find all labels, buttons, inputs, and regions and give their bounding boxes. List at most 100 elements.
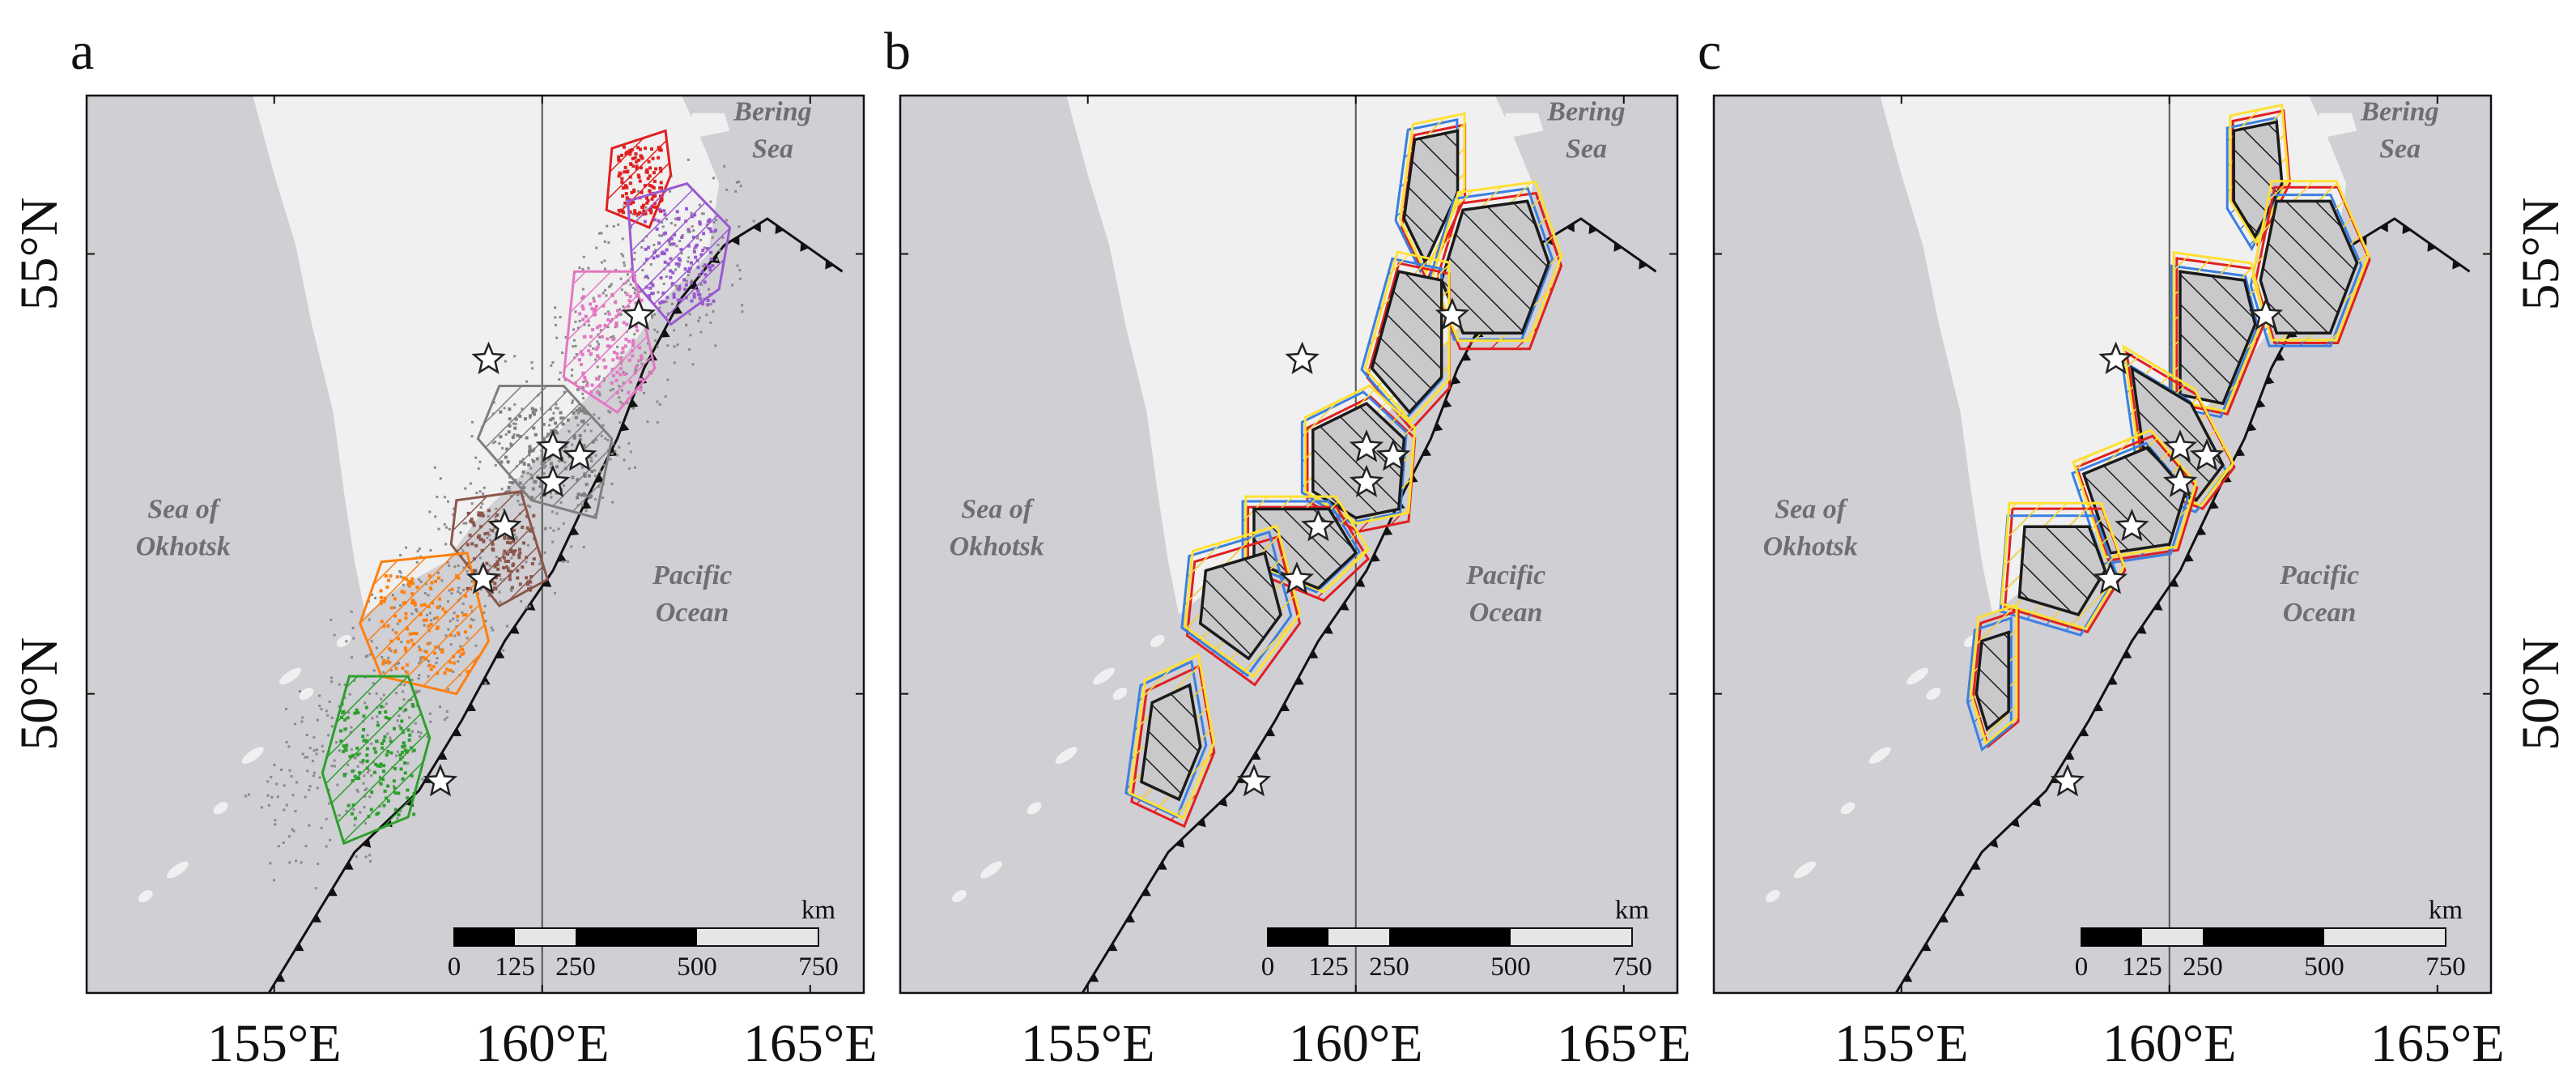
zone-dot — [382, 764, 386, 768]
seismic-dot — [418, 548, 421, 551]
zone-dot — [704, 273, 708, 277]
zone-dot — [478, 538, 482, 542]
zone-dot — [582, 444, 586, 448]
seismic-dot — [650, 316, 653, 319]
zone-dot — [654, 167, 658, 171]
scale-bar-label: 125 — [495, 952, 535, 982]
seismic-dot — [699, 330, 703, 334]
zone-dot — [449, 633, 453, 637]
zone-dot — [355, 752, 359, 756]
zone-dot — [396, 637, 400, 641]
seismic-dot — [627, 467, 631, 471]
zone-dot — [621, 194, 625, 198]
zone-dot — [402, 744, 406, 748]
seismic-dot — [622, 254, 625, 258]
zone-dot — [407, 584, 411, 588]
seismic-dot — [712, 177, 715, 180]
zone-dot — [397, 813, 401, 817]
seismic-dot — [606, 224, 609, 228]
zone-dot — [663, 260, 667, 264]
zone-dot — [625, 322, 629, 326]
trench-tooth — [1383, 526, 1393, 536]
zone-dot — [628, 181, 632, 185]
zone-dot — [410, 638, 414, 642]
zone-dot — [540, 407, 544, 411]
zone-dot — [606, 337, 610, 341]
trench-tooth — [1355, 578, 1366, 587]
zone-dot — [529, 580, 533, 584]
zone-dot — [527, 587, 531, 591]
zone-dot — [687, 228, 691, 232]
zone-dot — [528, 445, 532, 449]
zone-dot — [519, 460, 523, 464]
zone-dot — [575, 408, 579, 412]
zone-dot — [648, 286, 653, 290]
zone-dot — [468, 533, 472, 537]
seismic-dot — [329, 838, 332, 842]
earthquake-star — [2189, 438, 2225, 471]
seismic-dot — [554, 306, 557, 309]
zone-dot — [653, 179, 657, 183]
zone-dot — [382, 599, 386, 603]
scale-bar-segment — [1268, 928, 1328, 946]
zone-dot — [340, 702, 344, 706]
zone-dot — [578, 312, 582, 316]
seismic-dot — [551, 540, 555, 543]
trench-tooth — [1125, 914, 1135, 922]
zone-dot — [410, 773, 414, 778]
zone-dot — [502, 556, 506, 560]
zone-dot — [628, 152, 632, 156]
zone-dot — [678, 298, 682, 302]
seismic-dot — [564, 378, 567, 381]
seismic-dot — [439, 477, 442, 480]
zone-dot — [646, 177, 650, 181]
zone-dot — [513, 479, 517, 483]
trench-tooth — [2452, 259, 2461, 270]
zone-dot — [635, 329, 640, 333]
trench-tooth — [557, 552, 567, 562]
zone-dot — [659, 186, 663, 190]
zone-dot — [533, 480, 537, 484]
zone-dot — [378, 765, 382, 769]
trench-tooth — [343, 861, 354, 870]
zone-dot — [625, 292, 629, 296]
zone-dot — [627, 390, 631, 394]
seismic-dot — [494, 463, 497, 467]
seismic-dot — [267, 803, 270, 807]
zone-dot — [615, 352, 619, 356]
zone-dot — [522, 541, 526, 545]
seismic-dot — [623, 261, 626, 264]
seismic-dot — [283, 784, 286, 787]
earthquake-star — [2115, 509, 2149, 542]
seismic-dot — [611, 442, 614, 445]
zone-dot — [403, 771, 407, 775]
zone-dot — [399, 757, 403, 761]
trench-tooth — [2136, 625, 2147, 634]
zone-dot — [403, 748, 407, 752]
zone-dot — [493, 565, 497, 569]
zone-dot — [412, 748, 416, 752]
zone-dot — [607, 312, 611, 316]
zone-dot — [581, 295, 585, 299]
zone-dot — [438, 597, 442, 601]
zone-dot — [698, 222, 702, 226]
zone-dot — [622, 321, 626, 325]
seismic-dot — [620, 253, 623, 256]
trench-tooth — [1988, 838, 1999, 848]
zone-dot — [606, 317, 610, 322]
zone-dot — [353, 816, 357, 820]
island — [1093, 667, 1116, 685]
seismic-dot — [610, 452, 614, 455]
zone-dot — [650, 147, 654, 151]
zone-dot — [647, 245, 651, 249]
zone-dot — [531, 487, 535, 491]
zone-dot — [355, 708, 359, 712]
seismic-dot — [607, 410, 610, 413]
zone-dot — [658, 147, 662, 151]
zone-dot — [495, 560, 499, 564]
seismic-dot — [627, 442, 631, 445]
zone-dot — [508, 424, 512, 428]
zone-dot — [343, 727, 347, 731]
zone-dot — [510, 586, 514, 590]
zone-dot — [533, 536, 537, 540]
